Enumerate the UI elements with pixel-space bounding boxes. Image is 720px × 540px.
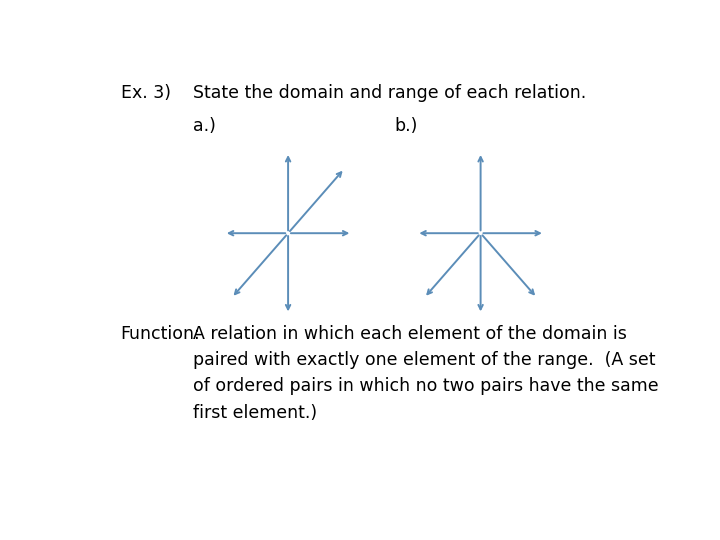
Text: b.): b.): [394, 117, 418, 135]
Text: State the domain and range of each relation.: State the domain and range of each relat…: [193, 84, 587, 102]
Text: A relation in which each element of the domain is
paired with exactly one elemen: A relation in which each element of the …: [193, 325, 659, 422]
Text: Ex. 3): Ex. 3): [121, 84, 171, 102]
Text: Function:: Function:: [121, 325, 200, 343]
Text: a.): a.): [193, 117, 216, 135]
